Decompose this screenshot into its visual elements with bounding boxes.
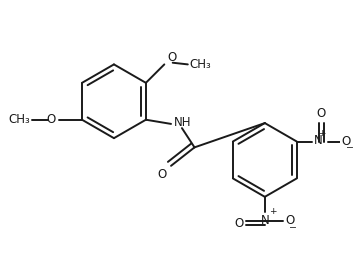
Text: +: + bbox=[269, 207, 277, 217]
Text: O: O bbox=[285, 214, 294, 227]
Text: −: − bbox=[346, 142, 354, 151]
Text: NH: NH bbox=[173, 116, 191, 129]
Text: CH₃: CH₃ bbox=[8, 113, 30, 126]
Text: O: O bbox=[235, 217, 244, 230]
Text: O: O bbox=[47, 113, 56, 126]
Text: +: + bbox=[318, 130, 326, 138]
Text: O: O bbox=[168, 51, 177, 64]
Text: O: O bbox=[157, 168, 167, 181]
Text: O: O bbox=[342, 135, 351, 148]
Text: O: O bbox=[317, 107, 326, 120]
Text: N: N bbox=[313, 134, 322, 147]
Text: N: N bbox=[260, 214, 269, 227]
Text: CH₃: CH₃ bbox=[189, 58, 211, 71]
Text: −: − bbox=[289, 222, 297, 231]
